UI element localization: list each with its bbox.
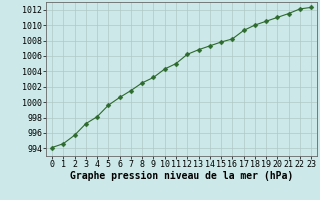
X-axis label: Graphe pression niveau de la mer (hPa): Graphe pression niveau de la mer (hPa) [70,171,293,181]
